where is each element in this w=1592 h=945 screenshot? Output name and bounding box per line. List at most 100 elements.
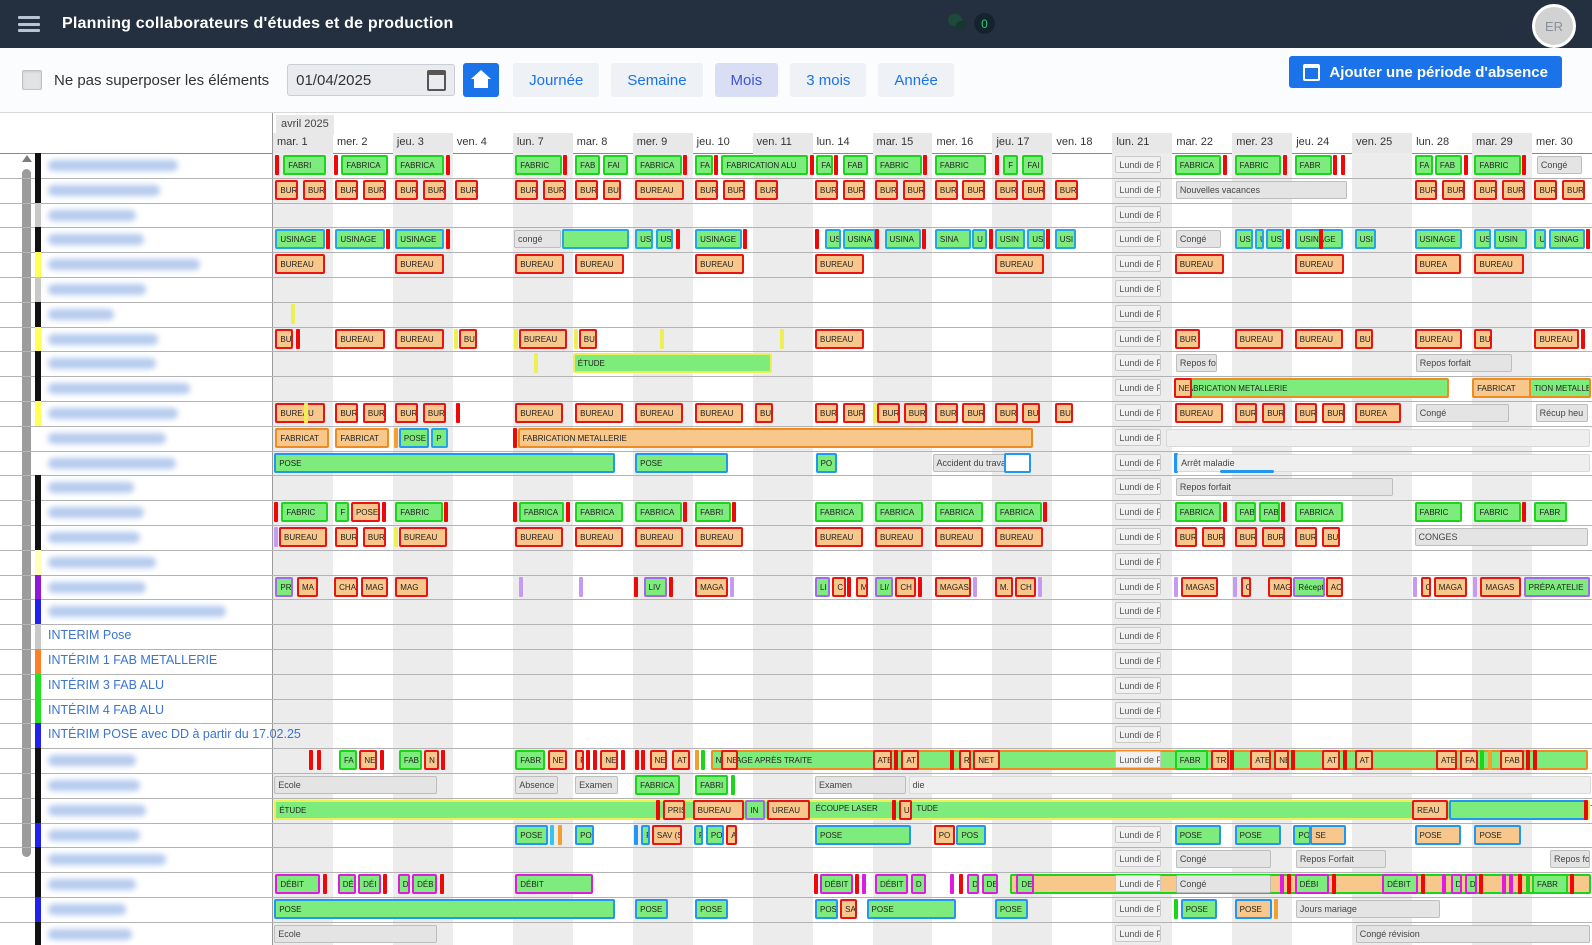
rt-tick[interactable] <box>809 155 814 175</box>
schedule-block[interactable]: BUR <box>395 403 419 423</box>
schedule-block[interactable]: AC <box>1325 576 1343 597</box>
schedule-block[interactable]: POSE <box>1180 899 1217 919</box>
schedule-block[interactable]: ÉCOUPE LASER <box>815 803 878 813</box>
schedule-block[interactable]: FABRICA <box>635 502 682 523</box>
schedule-block[interactable]: BUR <box>1562 179 1585 200</box>
schedule-block[interactable]: PR <box>275 576 294 597</box>
rt-tick[interactable] <box>1342 750 1347 771</box>
schedule-block[interactable]: BUR <box>335 179 359 200</box>
yt-tick[interactable] <box>872 403 877 423</box>
schedule-block[interactable]: POSE <box>635 899 669 919</box>
schedule-block[interactable]: FABRICA <box>1174 155 1222 175</box>
schedule-block[interactable]: CH <box>1015 576 1037 597</box>
schedule-block[interactable]: FABRICA <box>635 775 681 795</box>
schedule-block[interactable]: Congé <box>1415 404 1509 422</box>
rt-tick[interactable] <box>1586 229 1590 250</box>
schedule-block[interactable]: Congé <box>1536 156 1582 174</box>
schedule-block[interactable] <box>1449 799 1588 820</box>
rt-tick[interactable] <box>668 576 673 597</box>
schedule-block[interactable]: PO <box>815 452 837 473</box>
employee-name-redacted[interactable] <box>48 854 166 866</box>
schedule-block[interactable]: FA <box>695 155 714 175</box>
schedule-block[interactable]: Repos for <box>1550 850 1590 869</box>
schedule-block[interactable]: USI <box>635 229 654 250</box>
bt-tick[interactable] <box>633 824 638 845</box>
schedule-block[interactable]: BUR <box>1202 527 1226 547</box>
rt-tick[interactable] <box>325 229 330 250</box>
schedule-block[interactable]: BUR <box>902 179 926 200</box>
schedule-block[interactable]: BUREAU <box>1294 254 1344 275</box>
employee-name-redacted[interactable] <box>48 457 176 469</box>
schedule-block[interactable]: BUREAU <box>814 527 863 547</box>
schedule-block[interactable]: MAGA <box>695 576 729 597</box>
schedule-block[interactable]: BUREAU <box>1174 403 1223 423</box>
schedule-block[interactable]: BUREAU <box>1414 328 1463 349</box>
schedule-block[interactable]: US <box>655 229 674 250</box>
rt-tick[interactable] <box>317 750 322 771</box>
schedule-block[interactable]: FABRIC <box>281 502 329 523</box>
schedule-block[interactable]: US <box>824 229 842 250</box>
employee-name-redacted[interactable] <box>48 532 140 543</box>
schedule-block[interactable]: BUREAU <box>994 527 1043 547</box>
employee-name-redacted[interactable] <box>48 482 134 494</box>
schedule-block[interactable]: CH <box>895 576 917 597</box>
employee-name-redacted[interactable] <box>48 904 126 915</box>
schedule-block[interactable]: C <box>1420 576 1432 597</box>
schedule-block[interactable]: USIN <box>994 229 1025 250</box>
schedule-block[interactable]: POSE <box>994 899 1028 919</box>
schedule-block[interactable]: US <box>1027 229 1046 250</box>
schedule-block[interactable]: BUR <box>335 527 359 547</box>
rt-tick[interactable] <box>1222 502 1227 523</box>
mt-tick[interactable] <box>1509 874 1514 895</box>
schedule-block[interactable]: BUR <box>877 403 901 423</box>
schedule-block[interactable]: BUREAU <box>1234 328 1283 349</box>
schedule-block[interactable]: BUR <box>962 403 986 423</box>
rt-tick[interactable] <box>641 750 646 771</box>
rt-tick[interactable] <box>958 874 963 895</box>
schedule-block[interactable]: FABRIC <box>515 155 562 175</box>
rt-tick[interactable] <box>633 576 638 597</box>
rt-tick[interactable] <box>334 155 339 175</box>
schedule-block[interactable]: POSE <box>866 899 957 919</box>
schedule-block[interactable]: USINAGE <box>1294 229 1343 250</box>
schedule-block[interactable]: BUR <box>455 179 479 200</box>
schedule-block[interactable]: BUR <box>842 179 866 200</box>
schedule-block[interactable]: BUREAU <box>395 254 445 275</box>
employee-name-redacted[interactable] <box>48 581 146 593</box>
schedule-block[interactable]: BUREAU <box>515 527 564 547</box>
rt-tick[interactable] <box>683 502 688 523</box>
schedule-block[interactable]: BUREAU <box>695 254 745 275</box>
schedule-block[interactable]: BU <box>1054 403 1073 423</box>
schedule-block[interactable]: Congé <box>1175 875 1271 894</box>
rt-tick[interactable] <box>891 799 896 820</box>
schedule-block[interactable]: NE <box>1173 378 1192 399</box>
schedule-block[interactable] <box>561 229 630 250</box>
rt-tick[interactable] <box>440 750 445 771</box>
schedule-block[interactable]: FABR <box>1532 874 1568 895</box>
schedule-block[interactable]: POSE <box>1414 824 1462 845</box>
schedule-block[interactable]: BUR <box>814 403 838 423</box>
rt-tick[interactable] <box>385 229 390 250</box>
pt-tick[interactable] <box>1038 576 1043 597</box>
rt-tick[interactable] <box>1583 799 1588 820</box>
schedule-block[interactable]: BUR <box>1442 179 1465 200</box>
schedule-block[interactable]: FABRICATION METALLERIE <box>517 427 1034 448</box>
schedule-block[interactable]: BUREAU <box>398 527 447 547</box>
rt-tick[interactable] <box>1287 874 1292 895</box>
schedule-block[interactable]: CONGES <box>1414 528 1589 546</box>
employee-name-redacted[interactable] <box>48 259 200 271</box>
rt-tick[interactable] <box>994 155 999 175</box>
schedule-block[interactable]: DE <box>981 874 999 895</box>
schedule-block[interactable]: BUR <box>934 179 958 200</box>
schedule-block[interactable]: BUREAU <box>575 403 624 423</box>
schedule-block[interactable]: USINAGE <box>335 229 385 250</box>
schedule-block[interactable]: NE <box>649 750 668 771</box>
schedule-block[interactable]: NE <box>600 750 619 771</box>
scroll-up-arrow[interactable] <box>22 155 32 162</box>
schedule-block[interactable]: BUREAU <box>635 179 685 200</box>
schedule-block[interactable]: TION METALLERIE <box>1529 378 1591 399</box>
employee-name[interactable]: INTÉRIM 3 FAB ALU <box>48 677 165 692</box>
schedule-block[interactable]: FAI <box>1022 155 1044 175</box>
schedule-block[interactable]: MA <box>296 576 318 597</box>
employee-name[interactable]: INTÉRIM 1 FAB METALLERIE <box>48 653 218 667</box>
